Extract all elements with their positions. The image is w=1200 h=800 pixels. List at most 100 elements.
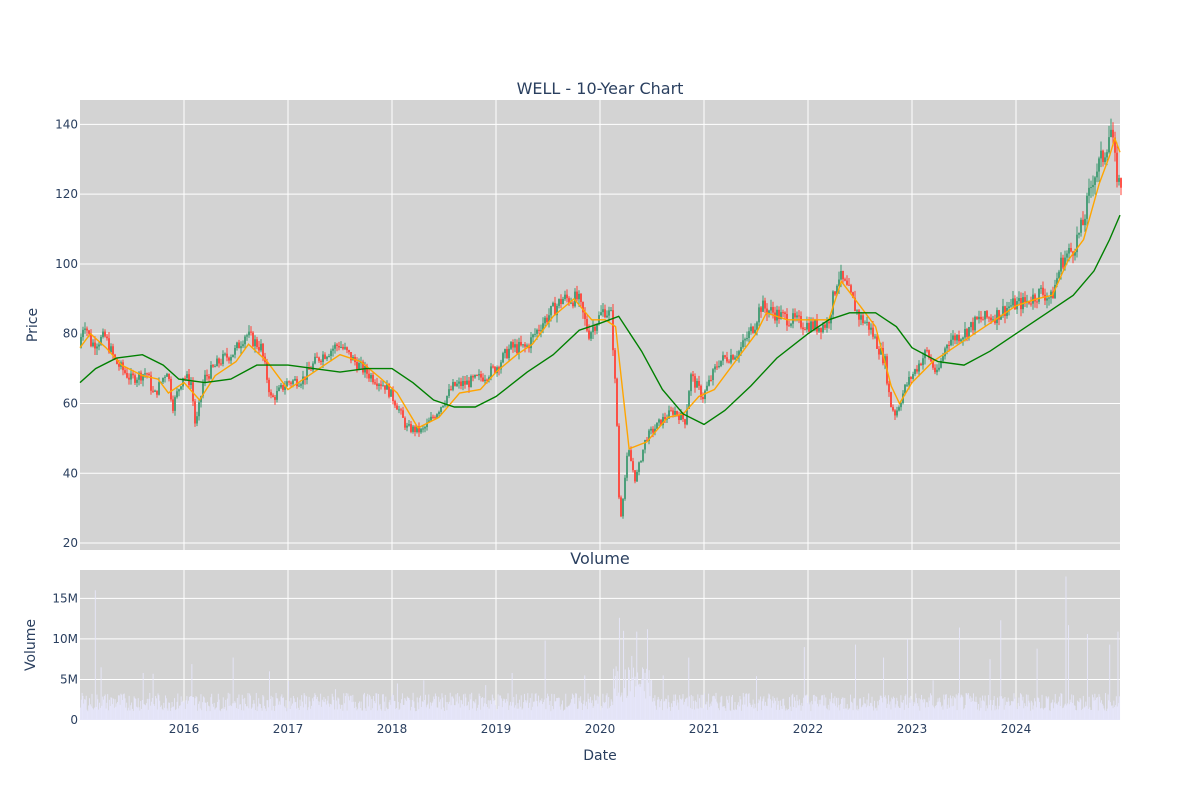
volume-bar xyxy=(244,697,246,720)
volume-bar xyxy=(105,708,107,720)
price-y-tick-label: 120 xyxy=(55,187,78,201)
volume-bar xyxy=(351,702,353,720)
volume-bar xyxy=(694,700,696,720)
candle-up xyxy=(514,344,516,348)
candle-up xyxy=(370,375,372,379)
candle-up xyxy=(756,322,758,330)
volume-bar xyxy=(869,702,871,720)
volume-bar xyxy=(563,709,565,720)
candle-down xyxy=(1028,300,1030,304)
candle-down xyxy=(376,383,378,386)
volume-bar xyxy=(303,693,305,720)
volume-bar xyxy=(938,701,940,720)
candle-up xyxy=(918,363,920,372)
volume-bar xyxy=(826,708,828,720)
volume-bar xyxy=(516,708,518,720)
volume-bar xyxy=(562,710,564,720)
volume-bar xyxy=(80,699,82,720)
volume-bar xyxy=(169,710,171,720)
volume-bar xyxy=(652,701,653,720)
volume-bar xyxy=(481,698,483,720)
volume-bar xyxy=(353,701,355,720)
volume-bar xyxy=(214,709,216,720)
volume-bar xyxy=(873,710,875,720)
volume-bar xyxy=(425,707,427,720)
volume-bar xyxy=(1055,704,1057,720)
candle-down xyxy=(148,373,150,376)
volume-bar xyxy=(949,707,951,720)
volume-bar xyxy=(163,702,165,720)
volume-bar xyxy=(386,707,388,720)
candle-up xyxy=(960,339,962,342)
candle-up xyxy=(814,320,816,330)
volume-bar xyxy=(817,706,819,720)
volume-bar xyxy=(277,698,279,720)
volume-bar xyxy=(732,709,734,720)
volume-bar xyxy=(809,702,811,720)
volume-bar xyxy=(820,699,822,720)
volume-bar xyxy=(799,705,801,720)
volume-bar xyxy=(741,704,743,720)
volume-bar xyxy=(472,708,473,720)
volume-bar xyxy=(514,707,516,720)
candle-up xyxy=(222,354,224,364)
volume-bar xyxy=(240,704,242,720)
volume-bar xyxy=(976,702,978,720)
volume-bar xyxy=(322,701,324,720)
volume-bar xyxy=(109,706,111,720)
volume-bar xyxy=(417,702,419,720)
volume-bar xyxy=(166,708,168,720)
volume-bar xyxy=(306,696,308,720)
volume-bar xyxy=(383,701,385,720)
volume-bar xyxy=(484,703,486,720)
volume-bar xyxy=(185,700,187,720)
volume-bar xyxy=(600,705,602,720)
volume-bar xyxy=(372,708,374,720)
volume-bar xyxy=(1109,644,1111,720)
volume-bar xyxy=(684,701,686,720)
volume-bar xyxy=(401,693,403,720)
volume-bar xyxy=(1118,703,1120,720)
candle-up xyxy=(570,302,572,304)
volume-bar xyxy=(613,668,615,720)
volume-bar xyxy=(259,704,261,720)
volume-bar xyxy=(949,695,951,720)
candle-down xyxy=(808,322,810,332)
volume-bar xyxy=(164,707,166,720)
candle-down xyxy=(888,383,890,393)
candle-down xyxy=(380,384,382,386)
volume-bar xyxy=(731,696,733,720)
volume-bar xyxy=(324,702,326,720)
volume-bar xyxy=(602,693,604,720)
volume-bar xyxy=(1103,708,1105,720)
volume-bar xyxy=(274,705,276,720)
candle-up xyxy=(744,339,746,341)
volume-bar xyxy=(112,704,114,720)
candle-up xyxy=(1096,171,1098,178)
volume-bar xyxy=(202,702,204,720)
volume-bar xyxy=(132,708,133,720)
volume-bar xyxy=(523,702,525,720)
volume-bar xyxy=(649,696,651,720)
volume-bar xyxy=(558,697,560,720)
volume-bar xyxy=(115,706,117,720)
candle-up xyxy=(562,299,564,304)
candle-down xyxy=(784,312,786,315)
volume-bar xyxy=(876,710,878,720)
volume-bar xyxy=(944,699,946,720)
volume-bar xyxy=(528,707,530,720)
candle-up xyxy=(478,374,480,376)
candle-down xyxy=(726,357,728,362)
candle-up xyxy=(332,348,334,351)
volume-bar xyxy=(747,694,749,720)
volume-bar xyxy=(588,698,590,720)
volume-bar xyxy=(942,709,944,720)
volume-bar xyxy=(273,710,275,720)
volume-bar xyxy=(307,707,309,720)
volume-bar xyxy=(309,701,311,720)
volume-bar xyxy=(685,698,687,720)
candle-down xyxy=(614,350,616,379)
volume-bar xyxy=(239,704,241,720)
volume-bar xyxy=(987,695,989,720)
volume-bar xyxy=(216,707,218,720)
